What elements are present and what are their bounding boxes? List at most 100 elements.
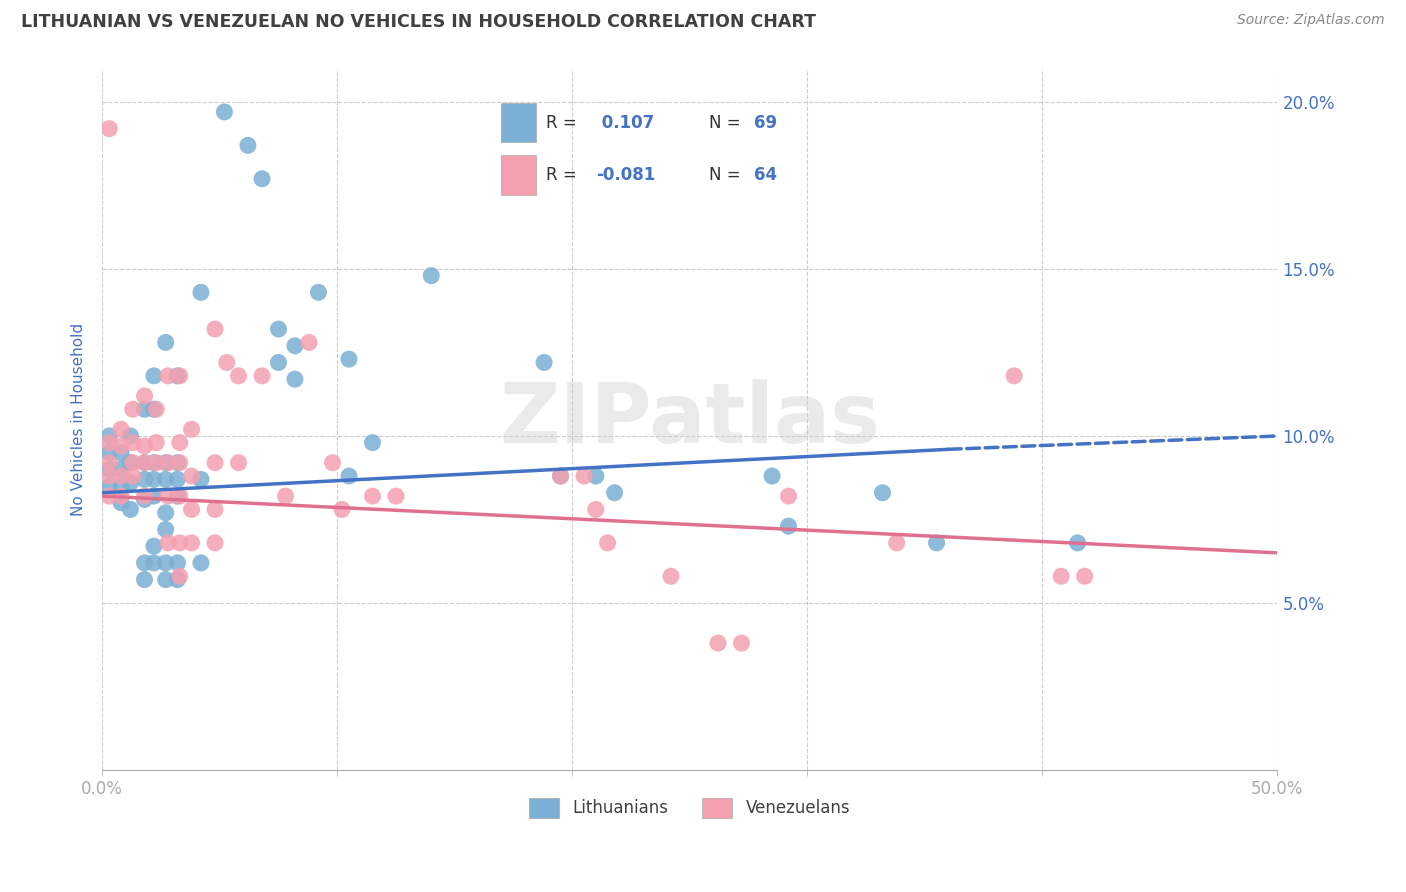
Legend: Lithuanians, Venezuelans: Lithuanians, Venezuelans [523,791,856,825]
Point [155,556,177,570]
Point [298,335,321,350]
Point [778,489,800,503]
Point [180,469,202,483]
Point [214,104,236,119]
Point [659,569,682,583]
Point [236,138,259,153]
Point [134,402,156,417]
Point [98,429,121,443]
Point [145,402,167,417]
Point [120,429,142,443]
Point [145,435,167,450]
Point [98,469,121,483]
Point [603,485,626,500]
Point [180,536,202,550]
Point [872,485,894,500]
Point [110,445,132,459]
Point [134,472,156,486]
Point [155,335,177,350]
Y-axis label: No Vehicles in Household: No Vehicles in Household [72,323,86,516]
Point [190,285,212,300]
Point [155,506,177,520]
Point [180,422,202,436]
Point [134,456,156,470]
Point [886,536,908,550]
Point [284,372,307,386]
Point [166,556,188,570]
Point [250,171,273,186]
Point [110,496,132,510]
Point [166,489,188,503]
Point [337,352,360,367]
Point [228,368,250,383]
Point [330,502,353,516]
Point [169,489,191,503]
Point [166,368,188,383]
Point [585,469,607,483]
Point [142,472,165,486]
Point [121,402,143,417]
Point [1002,368,1025,383]
Point [337,469,360,483]
Point [142,368,165,383]
Point [420,268,443,283]
Point [98,456,121,470]
Point [169,435,191,450]
Point [142,556,165,570]
Point [1050,569,1073,583]
Point [215,355,238,369]
Point [134,556,156,570]
Point [110,469,132,483]
Point [134,439,156,453]
Point [169,536,191,550]
Point [166,573,188,587]
Point [98,479,121,493]
Point [142,456,165,470]
Point [180,502,202,516]
Point [190,556,212,570]
Point [134,573,156,587]
Point [121,435,143,450]
Point [142,539,165,553]
Point [166,472,188,486]
Point [730,636,752,650]
Point [110,462,132,476]
Point [98,445,121,459]
Point [572,469,595,483]
Point [204,322,226,336]
Point [267,355,290,369]
Point [98,462,121,476]
Point [155,523,177,537]
Point [190,472,212,486]
Point [120,475,142,490]
Text: Source: ZipAtlas.com: Source: ZipAtlas.com [1237,13,1385,28]
Point [145,456,167,470]
Point [550,469,572,483]
Point [307,285,329,300]
Point [533,355,555,369]
Point [142,402,165,417]
Point [98,121,121,136]
Point [98,489,121,503]
Point [169,456,191,470]
Point [204,536,226,550]
Point [778,519,800,533]
Point [596,536,619,550]
Text: ZIPatlas: ZIPatlas [499,379,880,459]
Point [120,502,142,516]
Point [110,489,132,503]
Point [98,435,121,450]
Point [134,389,156,403]
Point [925,536,948,550]
Text: LITHUANIAN VS VENEZUELAN NO VEHICLES IN HOUSEHOLD CORRELATION CHART: LITHUANIAN VS VENEZUELAN NO VEHICLES IN … [21,13,815,31]
Point [157,536,180,550]
Point [361,489,384,503]
Point [110,422,132,436]
Point [157,368,180,383]
Point [169,569,191,583]
Point [761,469,783,483]
Point [267,322,290,336]
Point [204,456,226,470]
Point [134,456,156,470]
Point [550,469,572,483]
